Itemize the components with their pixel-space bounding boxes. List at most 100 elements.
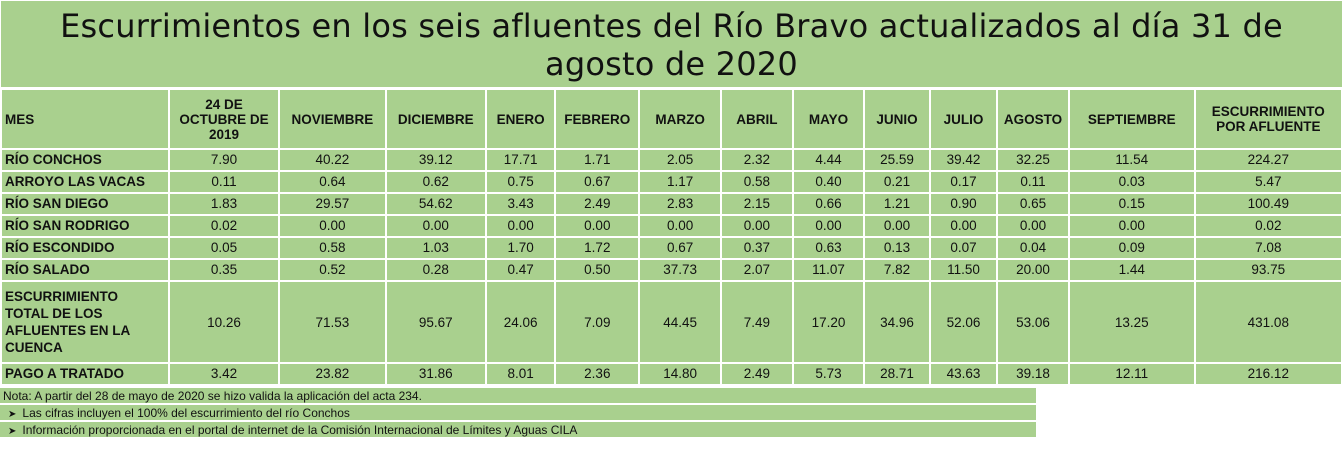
table-cell: 0.07 [928,236,999,260]
table-cell: 44.45 [638,280,723,364]
header-cell: AGOSTO [996,88,1070,150]
table-cell: 0.52 [278,258,387,282]
row-label: RÍO CONCHOS [0,148,170,172]
table-cell: 11.50 [928,258,999,282]
header-cell: ESCURRIMIENTO POR AFLUENTE [1193,88,1343,150]
table-cell: 0.47 [484,258,557,282]
table-cell: 8.01 [484,362,557,386]
table-cell: 43.63 [928,362,999,386]
table-cell: 1.44 [1067,258,1196,282]
table-cell: 0.65 [996,192,1070,216]
header-cell: SEPTIEMBRE [1067,88,1196,150]
note-bullet-1: ➤ Las cifras incluyen el 100% del escurri… [0,403,1036,420]
table-cell: 0.13 [863,236,931,260]
table-cell: 52.06 [928,280,999,364]
table-cell: 0.40 [791,170,866,194]
table-cell: 0.11 [167,170,281,194]
table-cell: 4.44 [791,148,866,172]
row-label: ARROYO LAS VACAS [0,170,170,194]
table-cell: 1.17 [638,170,723,194]
row-label: ESCURRIMIENTO TOTAL DE LOS AFLUENTES EN … [0,280,170,364]
arrow-right-icon: ➤ [8,426,17,437]
note-bullet-text: Información proporcionada en el portal d… [22,423,578,437]
table-cell: 2.83 [638,192,723,216]
table-cell: 1.71 [554,148,641,172]
table-cell: 224.27 [1193,148,1343,172]
table-cell: 0.02 [167,214,281,238]
table-cell: 5.47 [1193,170,1343,194]
table-cell: 7.09 [554,280,641,364]
table-cell: 20.00 [996,258,1070,282]
table-cell: 2.36 [554,362,641,386]
table-body: RÍO CONCHOS 7.90 40.22 39.12 17.71 1.71 2.05 2.… [0,148,1343,386]
header-cell: 24 DE OCTUBRE DE 2019 [167,88,281,150]
table-cell: 12.11 [1067,362,1196,386]
table-cell: 93.75 [1193,258,1343,282]
table-cell: 2.32 [720,148,794,172]
table-cell: 14.80 [638,362,723,386]
table-cell: 0.21 [863,170,931,194]
table-cell: 0.63 [791,236,866,260]
table-cell: 13.25 [1067,280,1196,364]
table-cell: 95.67 [384,280,487,364]
table-cell: 216.12 [1193,362,1343,386]
header-cell: JUNIO [863,88,931,150]
table-cell: 37.73 [638,258,723,282]
table-cell: 28.71 [863,362,931,386]
table-cell: 24.06 [484,280,557,364]
table-cell: 0.03 [1067,170,1196,194]
table-cell: 0.28 [384,258,487,282]
table-cell: 0.67 [638,236,723,260]
row-label: RÍO SAN RODRIGO [0,214,170,238]
table-cell: 0.00 [278,214,387,238]
table-cell: 5.73 [791,362,866,386]
table-cell: 1.72 [554,236,641,260]
table-row: RÍO CONCHOS 7.90 40.22 39.12 17.71 1.71 2.05 2.… [0,148,1343,172]
table-cell: 39.42 [928,148,999,172]
table-cell: 0.67 [554,170,641,194]
row-label: RÍO SALADO [0,258,170,282]
table-cell: 34.96 [863,280,931,364]
table-cell: 10.26 [167,280,281,364]
table-cell: 0.00 [1067,214,1196,238]
table-cell: 17.71 [484,148,557,172]
table-cell: 1.03 [384,236,487,260]
table-cell: 0.64 [278,170,387,194]
header-cell: ABRIL [720,88,794,150]
table-cell: 0.17 [928,170,999,194]
table-cell: 17.20 [791,280,866,364]
note-text: Nota: A partir del 28 de mayo de 2020 se… [0,386,1036,403]
report-title: Escurrimientos en los seis afluentes del… [0,0,1343,88]
table-cell: 23.82 [278,362,387,386]
table-cell: 0.04 [996,236,1070,260]
table-cell: 0.62 [384,170,487,194]
table-cell: 0.09 [1067,236,1196,260]
runoff-table: MES 24 DE OCTUBRE DE 2019 NOVIEMBRE DICI… [0,88,1343,386]
table-cell: 29.57 [278,192,387,216]
table-row: RÍO SAN RODRIGO 0.02 0.00 0.00 0.00 0.00 0.00 0… [0,214,1343,238]
table-cell: 7.90 [167,148,281,172]
row-label: RÍO ESCONDIDO [0,236,170,260]
table-cell: 0.05 [167,236,281,260]
table-cell: 11.54 [1067,148,1196,172]
header-cell: MARZO [638,88,723,150]
table-cell: 0.00 [720,214,794,238]
table-cell: 0.11 [996,170,1070,194]
row-label: RÍO SAN DIEGO [0,192,170,216]
table-cell: 0.00 [554,214,641,238]
table-cell: 2.05 [638,148,723,172]
table-cell: 0.15 [1067,192,1196,216]
table-row: ESCURRIMIENTO TOTAL DE LOS AFLUENTES EN … [0,280,1343,364]
table-cell: 32.25 [996,148,1070,172]
header-cell: MAYO [791,88,866,150]
table-cell: 2.15 [720,192,794,216]
table-cell: 39.12 [384,148,487,172]
row-label: PAGO A TRATADO [0,362,170,386]
note-bullet-text: Las cifras incluyen el 100% del escurrim… [22,406,350,420]
table-cell: 3.43 [484,192,557,216]
table-cell: 0.02 [1193,214,1343,238]
table-row: RÍO SALADO 0.35 0.52 0.28 0.47 0.50 37.73 2.07 1… [0,258,1343,282]
table-cell: 7.82 [863,258,931,282]
table-cell: 3.42 [167,362,281,386]
